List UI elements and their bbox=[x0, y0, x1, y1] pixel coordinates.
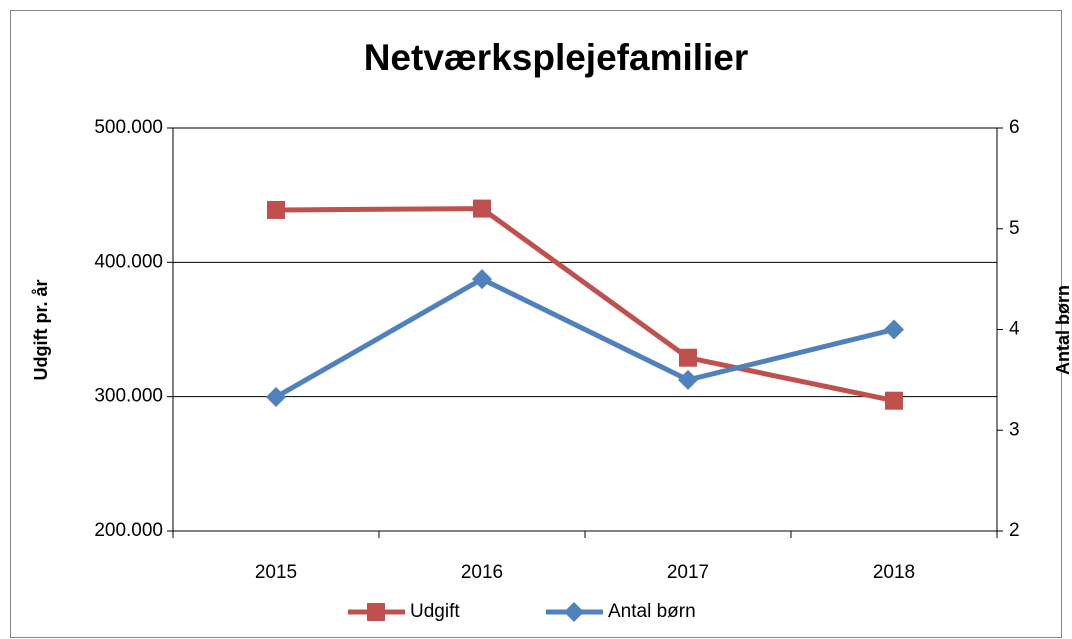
chart-border bbox=[10, 10, 1062, 638]
x-tick-label: 2017 bbox=[667, 562, 709, 583]
x-tick-label: 2018 bbox=[873, 562, 915, 583]
chart-title: Netværksplejefamilier bbox=[364, 37, 749, 78]
legend-marker bbox=[564, 602, 584, 622]
y-tick-label: 500.000 bbox=[94, 117, 163, 138]
y-tick-label: 400.000 bbox=[94, 251, 163, 272]
data-point bbox=[472, 269, 492, 290]
series-line bbox=[274, 276, 895, 400]
series-line bbox=[275, 206, 895, 404]
data-point bbox=[884, 319, 904, 340]
data-point bbox=[885, 391, 903, 410]
legend-label: Udgift bbox=[410, 601, 460, 622]
data-point bbox=[267, 200, 285, 219]
y-tick-label: 200.000 bbox=[94, 520, 163, 541]
x-tick-label: 2015 bbox=[255, 562, 297, 583]
y2-tick-label: 3 bbox=[1009, 419, 1020, 440]
y2-axis-label: Antal børn bbox=[1053, 285, 1072, 375]
data-point bbox=[678, 369, 698, 390]
y-tick-label: 300.000 bbox=[94, 386, 163, 407]
legend-label: Antal børn bbox=[608, 601, 696, 622]
y-axis-label: Udgift pr. år bbox=[31, 279, 51, 380]
x-tick-label: 2016 bbox=[461, 562, 503, 583]
data-point bbox=[679, 348, 697, 367]
y2-tick-label: 5 bbox=[1009, 218, 1020, 239]
y2-tick-label: 4 bbox=[1009, 319, 1020, 340]
y2-tick-label: 6 bbox=[1009, 117, 1020, 138]
y2-tick-label: 2 bbox=[1009, 520, 1020, 541]
data-point bbox=[473, 199, 491, 218]
data-point bbox=[266, 387, 286, 408]
legend-marker bbox=[367, 603, 385, 621]
